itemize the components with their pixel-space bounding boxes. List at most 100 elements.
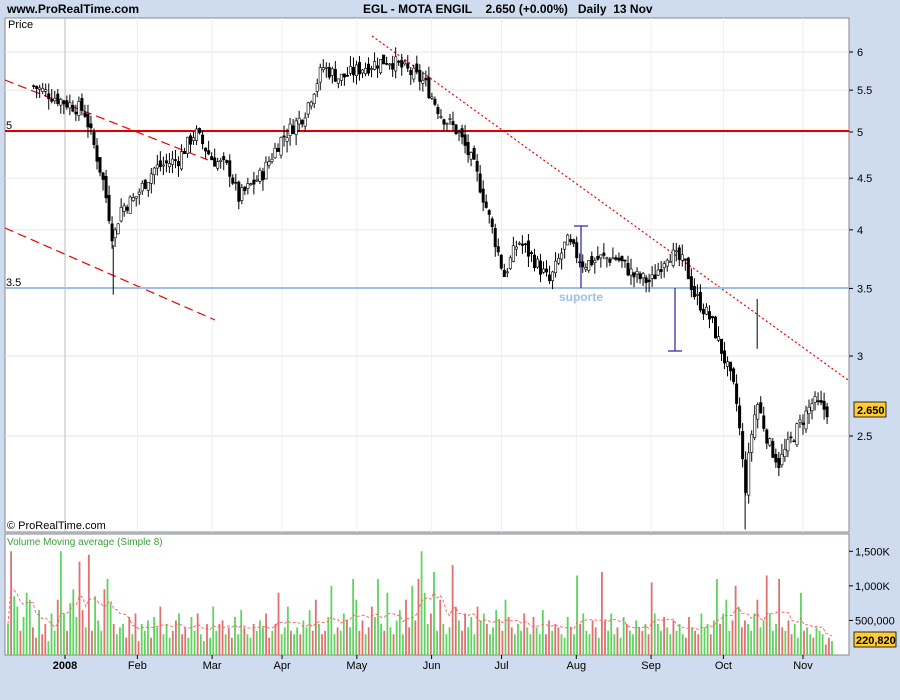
price-candle bbox=[514, 240, 518, 257]
title-bar: www.ProRealTime.com EGL - MOTA ENGIL 2.6… bbox=[0, 0, 900, 18]
volume-bar bbox=[818, 630, 821, 655]
price-candle bbox=[237, 180, 241, 210]
volume-bar bbox=[249, 637, 252, 655]
price-candle bbox=[692, 278, 696, 300]
price-candle bbox=[158, 151, 162, 172]
support-value-label: 3.5 bbox=[6, 277, 21, 289]
volume-bar bbox=[775, 623, 777, 655]
volume-bar bbox=[283, 627, 286, 655]
price-candle bbox=[526, 233, 530, 267]
date-tick-label: Feb bbox=[128, 660, 147, 672]
volume-bar bbox=[448, 627, 451, 655]
price-candle bbox=[701, 303, 705, 320]
volume-bar bbox=[510, 627, 513, 655]
price-candle bbox=[412, 64, 416, 83]
price-candle bbox=[204, 147, 208, 160]
volume-bar bbox=[112, 623, 115, 655]
volume-bar bbox=[405, 599, 407, 655]
volume-bar bbox=[268, 637, 271, 655]
price-candle bbox=[750, 430, 754, 462]
volume-bar bbox=[277, 592, 280, 655]
price-candle bbox=[119, 198, 123, 223]
volume-bar bbox=[271, 630, 274, 655]
volume-bar bbox=[809, 634, 812, 655]
volume-title: Volume Moving average (Simple 8) bbox=[7, 537, 163, 548]
volume-bar bbox=[100, 630, 103, 655]
volume-bar bbox=[619, 637, 622, 655]
price-candle bbox=[285, 128, 289, 153]
volume-bar bbox=[625, 623, 628, 655]
price-candle bbox=[406, 55, 410, 72]
volume-bar bbox=[591, 620, 594, 655]
volume-bar bbox=[414, 620, 417, 655]
volume-bar bbox=[401, 634, 404, 655]
volume-bar bbox=[538, 634, 541, 655]
volume-bar bbox=[47, 641, 50, 655]
volume-bar bbox=[672, 620, 675, 655]
price-candle bbox=[303, 112, 307, 133]
volume-bar bbox=[712, 620, 715, 655]
volume-bar bbox=[442, 623, 445, 655]
volume-bar bbox=[464, 613, 466, 655]
price-candle bbox=[584, 263, 588, 272]
price-candle bbox=[122, 202, 126, 217]
price-panel[interactable] bbox=[4, 17, 850, 533]
price-candle bbox=[276, 143, 280, 152]
volume-bar bbox=[750, 630, 753, 655]
current-volume-value: 220,820 bbox=[856, 635, 896, 647]
volume-bar bbox=[831, 641, 833, 655]
price-candle bbox=[47, 83, 51, 110]
price-candle bbox=[288, 117, 292, 146]
price-candle bbox=[644, 274, 648, 293]
volume-bar bbox=[56, 599, 59, 655]
price-candle bbox=[457, 129, 461, 142]
price-candle bbox=[186, 136, 190, 158]
volume-bar bbox=[513, 634, 516, 655]
volume-bar bbox=[361, 620, 364, 655]
volume-bar bbox=[81, 610, 84, 655]
price-candle bbox=[95, 138, 99, 170]
price-candle bbox=[360, 68, 364, 78]
volume-bar bbox=[367, 627, 370, 655]
volume-bar bbox=[165, 623, 168, 655]
price-candle bbox=[650, 266, 654, 287]
price-candle bbox=[385, 56, 389, 66]
volume-bar bbox=[240, 610, 243, 655]
price-candle bbox=[738, 397, 742, 436]
volume-bar bbox=[286, 606, 289, 655]
volume-bar bbox=[364, 634, 367, 655]
volume-bar bbox=[330, 585, 333, 655]
volume-bar bbox=[10, 551, 13, 655]
volume-bar bbox=[753, 613, 756, 655]
price-candle bbox=[261, 167, 265, 191]
price-candle bbox=[517, 241, 521, 246]
price-candle bbox=[50, 88, 54, 104]
price-candle bbox=[484, 194, 488, 209]
volume-bar bbox=[784, 630, 787, 655]
price-candle bbox=[735, 374, 739, 412]
price-candle bbox=[279, 136, 283, 159]
price-candle bbox=[532, 248, 536, 272]
volume-bar bbox=[128, 616, 131, 655]
price-candle bbox=[596, 246, 600, 261]
volume-bar bbox=[171, 630, 174, 655]
price-candle bbox=[137, 188, 141, 205]
volume-bar bbox=[355, 599, 358, 655]
volume-bar bbox=[35, 637, 37, 655]
price-candle bbox=[56, 89, 60, 107]
volume-bar bbox=[697, 634, 700, 655]
volume-bar bbox=[632, 634, 634, 655]
volume-bar bbox=[181, 634, 184, 655]
volume-bar bbox=[706, 623, 709, 655]
volume-bar bbox=[489, 634, 491, 655]
price-candle bbox=[563, 241, 567, 259]
price-candle bbox=[255, 175, 259, 182]
volume-bar bbox=[638, 627, 641, 655]
volume-bar bbox=[485, 623, 488, 655]
price-candle bbox=[62, 99, 66, 115]
price-candle bbox=[442, 118, 446, 131]
site-name[interactable]: www.ProRealTime.com bbox=[7, 2, 140, 16]
volume-bar bbox=[28, 599, 31, 655]
price-candle bbox=[611, 247, 615, 260]
